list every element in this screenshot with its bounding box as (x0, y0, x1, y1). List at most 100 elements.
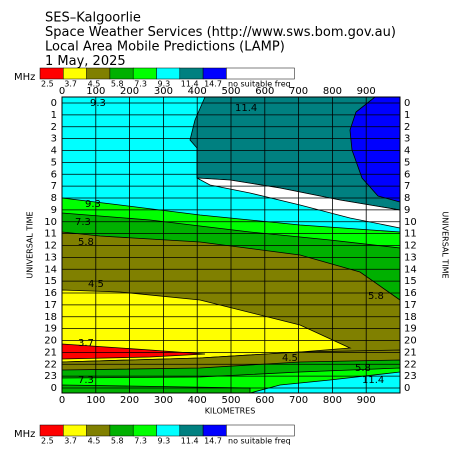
contour-label: 3.7 (78, 338, 94, 349)
contour-label: 11.4 (235, 103, 257, 114)
plot-frame (61, 96, 401, 394)
y-tick-label: 10 (404, 217, 417, 228)
legend-label: 9.3 (158, 80, 171, 89)
title-line: Space Weather Services (http://www.sws.b… (45, 25, 396, 40)
legend-label: 3.7 (64, 437, 77, 446)
legend-label: 4.5 (88, 80, 101, 89)
x-tick-label: 400 (188, 395, 207, 406)
legend-label: 7.3 (134, 437, 147, 446)
y-tick-label: 13 (404, 252, 417, 263)
y-tick-label: 20 (44, 336, 57, 347)
x-tick-label: 200 (120, 395, 139, 406)
legend-label: 5.8 (111, 437, 124, 446)
y-axis-label: UNIVERSAL TIME (441, 211, 450, 278)
legend-swatch (226, 67, 295, 80)
x-tick-label: 600 (255, 395, 274, 406)
legend-label: no suitable freq (228, 80, 291, 89)
legend-swatch (86, 67, 111, 80)
x-tick-label: 300 (154, 86, 173, 97)
y-tick-label: 3 (51, 134, 57, 145)
x-tick-label: 800 (323, 395, 342, 406)
y-tick-label: 20 (404, 336, 417, 347)
y-tick-label: 19 (404, 324, 417, 335)
legend-unit: MHz (14, 429, 35, 440)
x-tick-label: 800 (323, 86, 342, 97)
y-tick-label: 15 (44, 276, 57, 287)
x-tick-label: 900 (357, 86, 376, 97)
legend-label: no suitable freq (228, 437, 291, 446)
y-tick-label: 23 (44, 371, 57, 382)
contour-label: 9.3 (85, 199, 101, 210)
y-tick-label: 17 (404, 300, 417, 311)
legend-swatch (179, 424, 204, 437)
y-tick-label: 14 (44, 264, 57, 275)
y-tick-label: 16 (44, 288, 57, 299)
x-tick-label: 900 (357, 395, 376, 406)
legend-label: 4.5 (88, 437, 101, 446)
legend-label: 2.5 (41, 437, 54, 446)
contour-label: 5.8 (368, 291, 384, 302)
y-axis-label: UNIVERSAL TIME (26, 211, 35, 278)
legend-label: 9.3 (158, 437, 171, 446)
y-tick-label: 18 (44, 312, 57, 323)
x-tick-label: 200 (120, 86, 139, 97)
y-tick-label: 8 (404, 193, 410, 204)
y-tick-label: 14 (404, 264, 417, 275)
legend-swatch (63, 67, 87, 80)
contour-label: 7.3 (78, 375, 94, 386)
y-tick-label: 12 (44, 241, 57, 252)
legend-label: 14.7 (204, 437, 222, 446)
legend-swatch (109, 67, 134, 80)
y-tick-label: 12 (404, 241, 417, 252)
contour-label: 5.8 (355, 363, 371, 374)
y-tick-label: 22 (404, 359, 417, 370)
y-tick-label: 0 (51, 98, 57, 109)
y-tick-label: 0 (404, 383, 410, 394)
legend-swatch (39, 67, 64, 80)
y-tick-label: 1 (51, 110, 57, 121)
y-tick-label: 0 (404, 98, 410, 109)
y-tick-label: 7 (404, 181, 410, 192)
legend-swatch (132, 67, 157, 80)
legend-label: 2.5 (41, 80, 54, 89)
x-tick-label: 500 (221, 395, 240, 406)
x-tick-label: 0 (59, 395, 65, 406)
y-tick-label: 4 (404, 146, 410, 157)
y-tick-label: 10 (44, 217, 57, 228)
x-tick-label: 700 (289, 86, 308, 97)
y-tick-label: 2 (51, 122, 57, 133)
contour-label: 9.3 (90, 98, 106, 109)
legend-swatch (63, 424, 87, 437)
legend-swatch (202, 67, 227, 80)
x-tick-label: 600 (255, 86, 274, 97)
contour-label: 4.5 (282, 353, 298, 364)
legend-swatch (202, 424, 227, 437)
legend-label: 5.8 (111, 80, 124, 89)
title-line: SES–Kalgoorlie (45, 11, 141, 26)
legend-swatch (132, 424, 157, 437)
y-tick-label: 2 (404, 122, 410, 133)
y-tick-label: 19 (44, 324, 57, 335)
y-tick-label: 0 (51, 383, 57, 394)
y-tick-label: 9 (51, 205, 57, 216)
y-tick-label: 15 (404, 276, 417, 287)
y-tick-label: 3 (404, 134, 410, 145)
legend-unit: MHz (14, 72, 35, 83)
contour-label: 4.5 (88, 279, 104, 290)
y-tick-label: 22 (44, 359, 57, 370)
y-tick-label: 9 (404, 205, 410, 216)
legend-swatch (39, 424, 64, 437)
y-tick-label: 11 (44, 229, 57, 240)
legend-swatch (86, 424, 111, 437)
x-axis-label: KILOMETRES (205, 407, 256, 416)
y-tick-label: 11 (404, 229, 417, 240)
y-tick-label: 5 (404, 157, 410, 168)
x-tick-label: 100 (86, 86, 105, 97)
legend-label: 3.7 (64, 80, 77, 89)
x-tick-label: 700 (289, 395, 308, 406)
y-tick-label: 7 (51, 181, 57, 192)
legend-label: 11.4 (181, 80, 199, 89)
x-tick-label: 500 (221, 86, 240, 97)
legend-swatch (156, 424, 181, 437)
